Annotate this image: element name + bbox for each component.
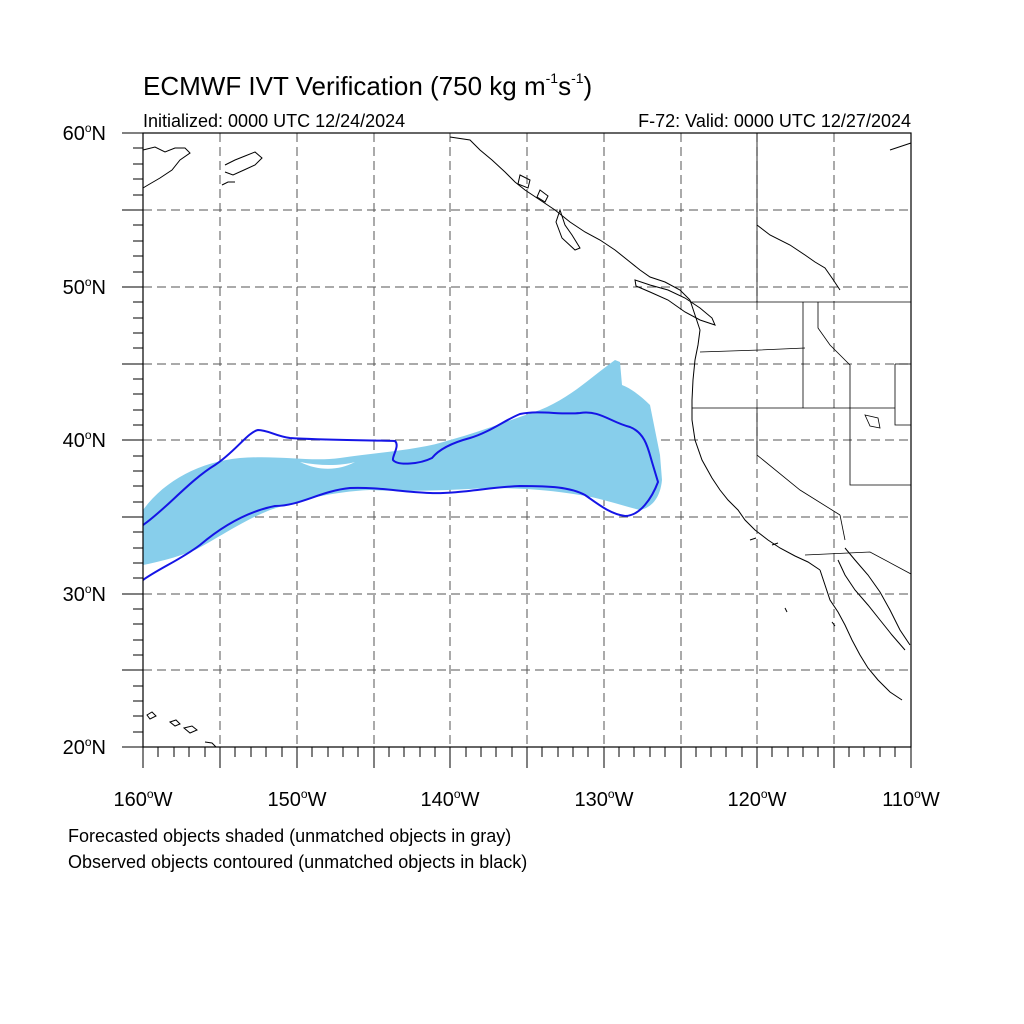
chart-title: ECMWF IVT Verification (750 kg m-1s-1) <box>143 70 593 101</box>
lon-label-140w: 140oW <box>420 787 480 811</box>
lat-label-30n: 30oN <box>62 582 106 606</box>
observed-legend-note: Observed objects contoured (unmatched ob… <box>68 852 528 872</box>
lat-label-60n: 60oN <box>62 121 106 145</box>
lon-label-160w: 160oW <box>113 787 173 811</box>
forecast-legend-note: Forecasted objects shaded (unmatched obj… <box>68 826 512 846</box>
forecast-gap <box>300 462 355 469</box>
lat-label-40n: 40oN <box>62 428 106 452</box>
lat-label-20n: 20oN <box>62 735 106 759</box>
political-boundaries <box>690 133 912 575</box>
valid-time-label: F-72: Valid: 0000 UTC 12/27/2024 <box>638 111 911 131</box>
lat-label-50n: 50oN <box>62 275 106 299</box>
init-time-label: Initialized: 0000 UTC 12/24/2024 <box>143 111 406 131</box>
grid-lines <box>143 133 911 747</box>
forecast-ivt-object <box>143 360 662 565</box>
lon-label-120w: 120oW <box>727 787 787 811</box>
lon-label-150w: 150oW <box>267 787 327 811</box>
observed-ivt-contour <box>142 411 660 581</box>
coastlines <box>142 136 912 748</box>
lon-label-110w: 110oW <box>882 787 940 811</box>
tick-marks <box>122 132 912 768</box>
lon-label-130w: 130oW <box>574 787 634 811</box>
